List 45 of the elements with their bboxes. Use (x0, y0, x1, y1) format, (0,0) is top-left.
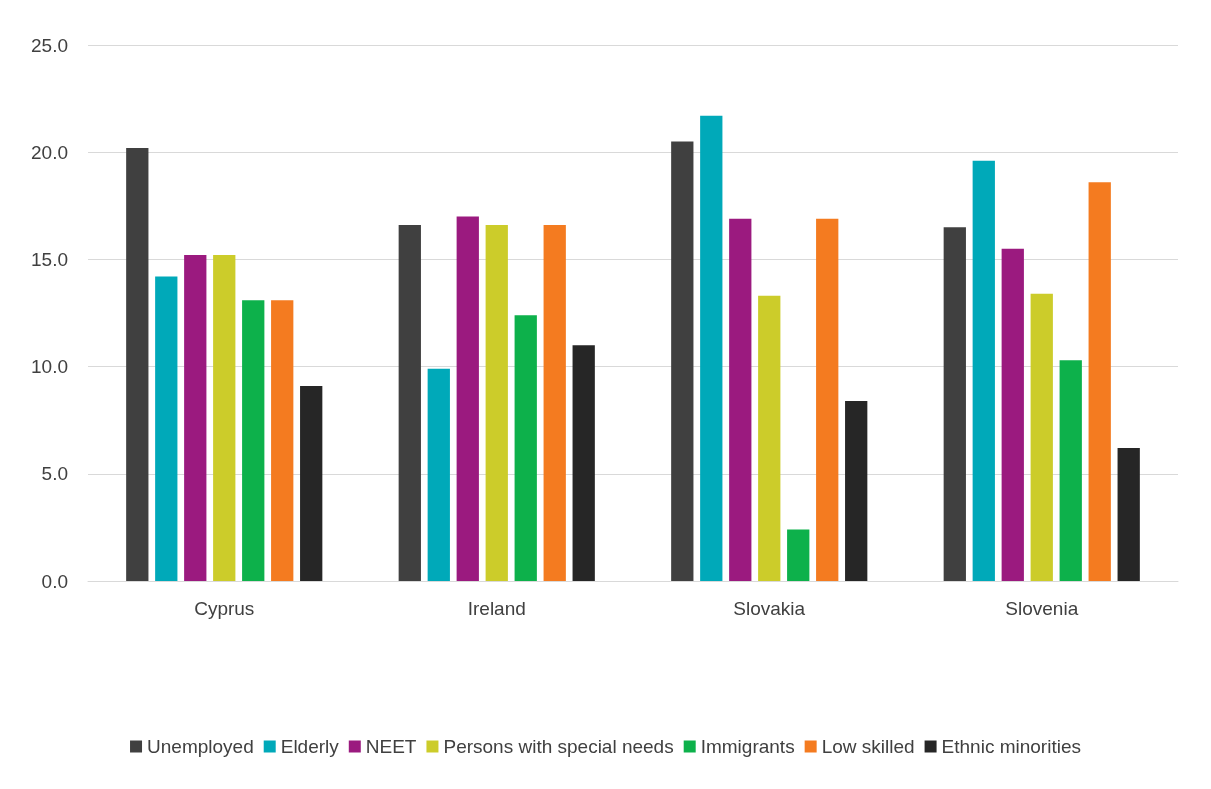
bar (700, 115, 723, 581)
x-tick-label: Slovakia (733, 598, 806, 619)
y-tick-label: 15.0 (31, 248, 68, 270)
bar (213, 255, 236, 581)
bar (1001, 248, 1024, 581)
legend-label: Low skilled (821, 736, 915, 757)
legend-label: Persons with special needs (443, 736, 674, 757)
bar (514, 315, 537, 581)
legend-label: Immigrants (700, 736, 795, 757)
bar (485, 225, 508, 581)
legend-label: Ethnic minorities (941, 736, 1081, 757)
x-tick-label: Ireland (467, 598, 526, 619)
bar (398, 225, 421, 581)
legend-label: NEET (365, 736, 417, 757)
bar (300, 385, 323, 581)
bar (126, 147, 149, 581)
bar (572, 345, 595, 581)
bar (271, 300, 294, 581)
y-tick-label: 10.0 (31, 356, 68, 378)
bar (1030, 293, 1053, 581)
bar (972, 160, 995, 581)
bar (845, 400, 868, 581)
y-tick-label: 5.0 (41, 463, 68, 485)
bar (427, 368, 450, 581)
legend-label: Unemployed (147, 736, 254, 757)
x-tick-label: Slovenia (1005, 598, 1079, 619)
bar (1059, 360, 1082, 581)
bar (242, 300, 265, 581)
bar (1117, 448, 1140, 581)
bar (1088, 182, 1111, 581)
y-tick-label: 20.0 (31, 141, 68, 163)
bar (155, 276, 178, 581)
y-tick-label: 25.0 (31, 34, 68, 56)
bar (943, 227, 966, 581)
legend-label: Elderly (280, 736, 340, 757)
x-tick-label: Cyprus (194, 598, 255, 619)
bar (729, 218, 752, 581)
bar (758, 295, 781, 581)
bar (184, 255, 207, 581)
y-tick-label: 0.0 (41, 570, 68, 592)
bar (671, 141, 694, 581)
bar (543, 225, 566, 581)
bar (456, 216, 479, 581)
bar (787, 529, 810, 581)
bar (816, 218, 839, 581)
